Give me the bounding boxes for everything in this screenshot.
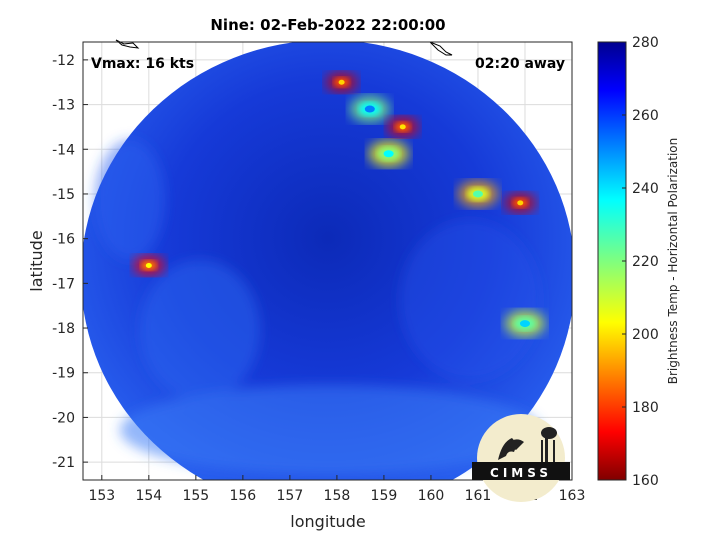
x-axis-label: longitude <box>290 512 365 531</box>
axes-frame <box>82 41 573 481</box>
x-tick-label: 160 <box>418 488 445 504</box>
x-tick-label: 161 <box>465 488 492 504</box>
y-tick-label: -16 <box>52 232 75 248</box>
y-tick-label: -17 <box>52 276 75 292</box>
y-tick-label: -19 <box>52 366 75 382</box>
colorbar <box>597 41 627 481</box>
feature-core <box>364 105 375 113</box>
figure-title: Nine: 02-Feb-2022 22:00:00 <box>210 16 445 34</box>
colorbar-tick-label: 260 <box>632 108 659 124</box>
swath-layer <box>83 42 572 480</box>
x-tick-label: 156 <box>229 488 256 504</box>
x-tick-label: 158 <box>324 488 351 504</box>
colorbar-ticks: 280 260 240 220 200 180 160 <box>622 35 659 489</box>
x-tick-label: 154 <box>135 488 162 504</box>
x-tick-label: 155 <box>182 488 209 504</box>
y-axis-label: latitude <box>27 230 46 291</box>
y-tick-label: -21 <box>52 455 75 471</box>
y-tick-label: -18 <box>52 321 75 337</box>
feature-core <box>517 200 524 206</box>
colorbar-tick-label: 240 <box>632 181 659 197</box>
cimss-logo-text: CIMSS <box>490 466 552 480</box>
x-axis-ticks: 153154155156157158159160161162163 <box>88 475 585 504</box>
colorbar-tick-label: 180 <box>632 400 659 416</box>
colorbar-tick-label: 160 <box>632 473 659 489</box>
colorbar-tick-label: 220 <box>632 254 659 270</box>
convective-features <box>132 72 545 337</box>
away-label: 02:20 away <box>475 56 565 72</box>
x-tick-label: 163 <box>559 488 586 504</box>
swath-texture <box>95 140 540 475</box>
y-tick-label: -20 <box>52 410 75 426</box>
colorbar-label: Brightness Temp - Horizontal Polarizatio… <box>666 138 680 385</box>
x-tick-label: 159 <box>371 488 398 504</box>
y-tick-label: -15 <box>52 187 75 203</box>
cimss-logo: CIMSS <box>472 414 570 502</box>
feature-core <box>399 124 406 130</box>
coastline-north-east <box>429 41 453 56</box>
colorbar-tick-label: 280 <box>632 35 659 51</box>
y-tick-label: -14 <box>52 142 75 158</box>
x-tick-label: 157 <box>277 488 304 504</box>
feature-core <box>519 320 530 328</box>
feature-core <box>338 79 345 85</box>
feature-core <box>472 190 483 198</box>
coastline-north-west <box>115 39 140 49</box>
colorbar-tick-label: 200 <box>632 327 659 343</box>
y-axis-ticks: -12 -13 -14 -15 -16 -17 -18 -19 -20 -21 <box>52 53 88 471</box>
y-tick-label: -12 <box>52 53 75 69</box>
vmax-label: Vmax: 16 kts <box>91 56 194 72</box>
y-tick-label: -13 <box>52 98 75 114</box>
feature-core <box>383 150 394 158</box>
x-tick-label: 153 <box>88 488 115 504</box>
feature-core <box>145 262 152 268</box>
